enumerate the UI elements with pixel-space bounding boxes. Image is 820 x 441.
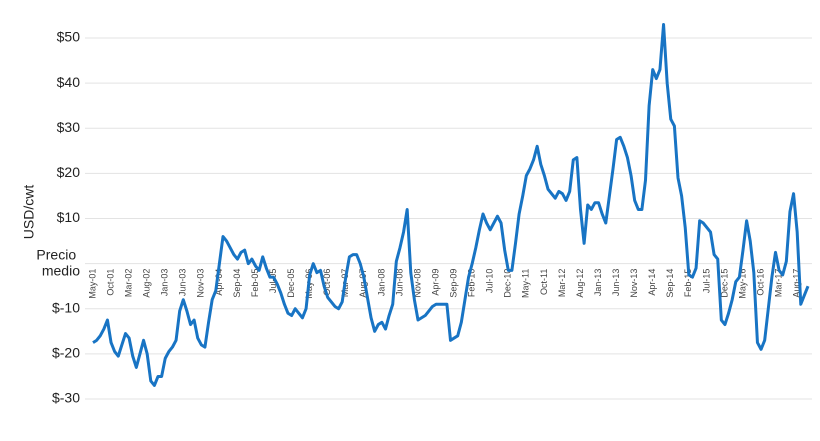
- x-tick-label: Oct-16: [755, 269, 765, 296]
- y-tick-label: $40: [57, 74, 81, 90]
- y-tick-label: $20: [57, 164, 81, 180]
- x-tick-label: Feb-15: [683, 269, 693, 298]
- x-tick-label: Aug-07: [358, 269, 368, 298]
- y-tick-label: $50: [57, 29, 81, 45]
- y-tick-label: $-20: [52, 345, 80, 361]
- x-tick-label: Jul-10: [485, 269, 495, 294]
- x-tick-label: Nov-13: [629, 269, 639, 298]
- x-tick-label: May-01: [87, 269, 97, 299]
- x-tick-label: Mar-02: [123, 269, 133, 298]
- y-tick-label: Precio medio: [36, 246, 80, 278]
- y-tick-label: $-30: [52, 390, 80, 406]
- x-tick-label: Jan-13: [593, 269, 603, 297]
- x-tick-label: Aug-17: [792, 269, 802, 298]
- x-tick-label: Oct-06: [322, 269, 332, 296]
- x-tick-label: Jan-03: [160, 269, 170, 297]
- x-tick-label: May-11: [521, 269, 531, 298]
- x-tick-label: Apr-09: [430, 269, 440, 296]
- x-tick-label: Oct-11: [539, 269, 549, 295]
- x-tick-label: Sep-09: [448, 269, 458, 298]
- x-tick-label: May-16: [737, 269, 747, 299]
- x-tick-label: Jul-15: [701, 269, 711, 294]
- x-tick-label: Mar-17: [773, 269, 783, 298]
- price-line: [92, 22, 810, 387]
- x-tick-label: Sep-14: [665, 269, 675, 298]
- x-tick-label: Feb-05: [250, 269, 260, 298]
- y-tick-label: $10: [57, 209, 81, 225]
- x-tick-label: Mar-12: [557, 269, 567, 298]
- x-tick-label: Dec-15: [719, 269, 729, 298]
- x-tick-label: Jun-08: [394, 269, 404, 297]
- x-tick-label: Dec-05: [286, 269, 296, 298]
- y-tick-label: $-10: [52, 299, 80, 315]
- x-tick-label: Sep-04: [232, 269, 242, 298]
- x-tick-label: Nov-08: [412, 269, 422, 298]
- x-tick-label: Feb-10: [467, 269, 477, 298]
- x-tick-label: Dec-10: [503, 269, 513, 298]
- x-tick-label: Jun-03: [178, 269, 188, 297]
- y-axis-label: USD/cwt: [21, 185, 37, 240]
- x-tick-label: Jan-08: [376, 269, 386, 297]
- y-tick-label: $30: [57, 119, 81, 135]
- x-tick-label: Jun-13: [611, 269, 621, 297]
- x-tick-label: Apr-04: [214, 269, 224, 296]
- x-tick-label: Oct-01: [105, 269, 115, 296]
- x-tick-label: Aug-02: [142, 269, 152, 298]
- x-tick-label: Jul-05: [268, 269, 278, 294]
- x-tick-label: Apr-14: [647, 269, 657, 296]
- x-tick-label: Aug-12: [575, 269, 585, 298]
- x-tick-label: Nov-03: [196, 269, 206, 298]
